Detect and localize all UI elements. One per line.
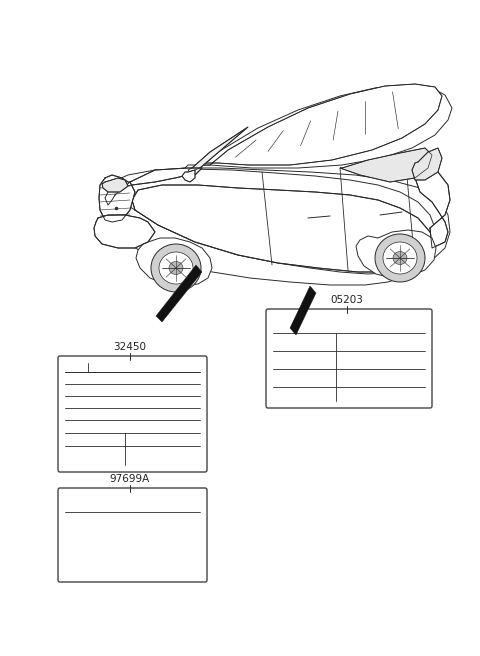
Ellipse shape (151, 244, 201, 292)
Polygon shape (105, 168, 202, 205)
Polygon shape (99, 175, 135, 222)
Polygon shape (340, 148, 432, 182)
Polygon shape (290, 286, 316, 335)
Polygon shape (110, 169, 435, 274)
Polygon shape (120, 168, 450, 285)
Polygon shape (136, 238, 212, 286)
FancyBboxPatch shape (58, 356, 207, 472)
Polygon shape (156, 265, 202, 322)
Polygon shape (182, 170, 195, 182)
FancyBboxPatch shape (58, 488, 207, 582)
Polygon shape (185, 85, 452, 170)
Ellipse shape (393, 251, 407, 264)
Ellipse shape (159, 252, 193, 284)
Polygon shape (94, 215, 155, 248)
Polygon shape (412, 148, 442, 180)
Ellipse shape (169, 262, 183, 274)
Polygon shape (200, 84, 442, 165)
Polygon shape (188, 127, 248, 172)
Polygon shape (132, 185, 435, 272)
Ellipse shape (383, 242, 417, 274)
Text: 32450: 32450 (113, 342, 146, 352)
Polygon shape (415, 162, 450, 248)
Polygon shape (102, 178, 128, 192)
Ellipse shape (375, 234, 425, 282)
FancyBboxPatch shape (266, 309, 432, 408)
Polygon shape (356, 230, 436, 278)
Text: 97699A: 97699A (110, 474, 150, 484)
Text: 05203: 05203 (331, 295, 363, 305)
